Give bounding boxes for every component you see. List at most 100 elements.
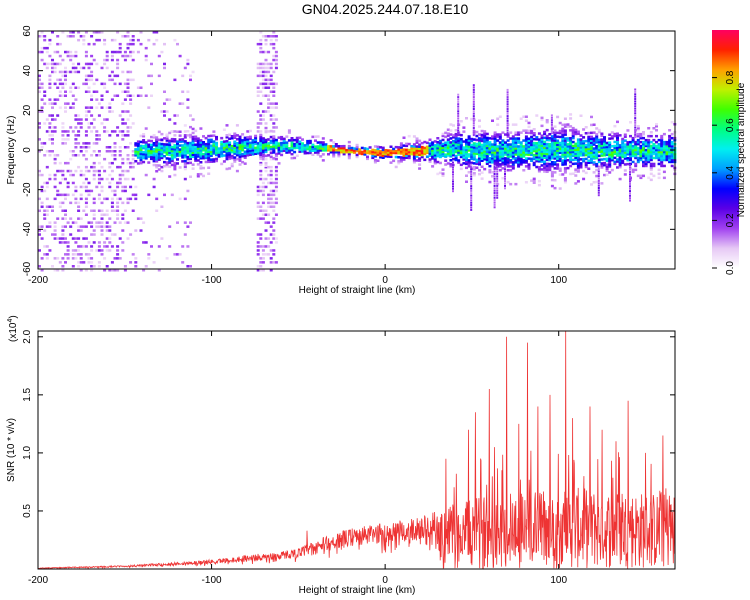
- spectrogram-cell: [274, 181, 278, 185]
- spectrogram-cell: [84, 225, 88, 228]
- spectrogram-cell: [592, 149, 596, 152]
- spectrogram-cell: [191, 163, 195, 166]
- spectrogram-cell: [131, 94, 135, 97]
- spectrogram-cell: [493, 206, 496, 209]
- spectrogram-cell: [95, 78, 99, 82]
- spectrogram-cell: [170, 153, 174, 157]
- spectrogram-cell: [256, 205, 260, 208]
- spectrogram-cell: [129, 70, 133, 74]
- spectrogram-cell: [71, 193, 75, 197]
- spectrogram-cell: [316, 151, 320, 154]
- spectrogram-cell: [196, 147, 200, 150]
- spectrogram-cell: [110, 58, 114, 62]
- spectrogram-cell: [183, 124, 187, 127]
- spectrogram-cell: [347, 146, 351, 150]
- snr-y-tick-label: 2.0: [22, 329, 33, 343]
- spectrogram-cell: [563, 141, 567, 144]
- spectrogram-cell: [446, 134, 450, 137]
- spectrogram-cell: [308, 145, 312, 149]
- spectrogram-cell: [371, 154, 375, 158]
- spectrogram-cell: [329, 151, 333, 154]
- spectrogram-cell: [51, 106, 54, 109]
- spectrogram-cell: [274, 213, 278, 216]
- spectrogram-cell: [92, 165, 96, 169]
- spectrogram-cell: [590, 161, 593, 164]
- spectrogram-cell: [662, 148, 666, 152]
- spectrogram-x-ticks: -200 -100 0 100: [28, 31, 567, 286]
- spectrogram-cell: [545, 120, 549, 124]
- spectrogram-cell: [108, 106, 112, 109]
- spectrogram-cell: [571, 158, 575, 162]
- spectrogram-cell: [639, 156, 643, 160]
- spectrogram-cell: [170, 193, 174, 197]
- spectrogram-cell: [634, 140, 638, 144]
- spectrogram-cell: [222, 146, 226, 149]
- spectrogram-cell: [123, 265, 127, 268]
- spectrogram-cell: [186, 147, 190, 151]
- spectrogram-cell: [576, 130, 580, 133]
- spectrogram-cell: [441, 168, 445, 171]
- spectrogram-cell: [90, 209, 94, 212]
- spectrogram-cell: [160, 156, 164, 160]
- spectrogram-cell: [454, 148, 458, 152]
- spectrogram-cell: [181, 140, 185, 143]
- spectrogram-cell: [366, 157, 369, 161]
- spectrogram-cell: [150, 151, 153, 155]
- spectrogram-cell: [280, 135, 284, 139]
- spectrogram-cell: [173, 161, 177, 165]
- spectrogram-cell: [282, 137, 286, 141]
- spectrogram-cell: [576, 132, 580, 135]
- spectrogram-cell: [517, 159, 521, 162]
- spectrogram-cell: [269, 269, 273, 272]
- spectrogram-cell: [537, 144, 541, 147]
- spectrogram-cell: [501, 161, 505, 164]
- spectrogram-cell: [600, 162, 604, 165]
- spectrogram-cell: [517, 165, 521, 168]
- spectrogram-cell: [272, 139, 276, 142]
- spectrogram-cell: [545, 162, 549, 166]
- spectrogram-cell: [629, 192, 631, 195]
- spectrogram-cell: [647, 140, 651, 144]
- spectrogram-cell: [550, 137, 554, 140]
- spectrogram-cell: [337, 149, 341, 152]
- spectrogram-cell: [543, 148, 547, 151]
- spectrogram-cell: [183, 161, 187, 165]
- spectrogram-cell: [563, 117, 567, 120]
- spectrogram-cell: [657, 156, 661, 160]
- spectrogram-cell: [113, 150, 117, 153]
- spectrogram-cell: [79, 253, 83, 256]
- spectrogram-cell: [600, 146, 604, 149]
- spectrogram-cell: [123, 122, 127, 125]
- spectrogram-cell: [522, 159, 526, 162]
- spectrogram-cell: [183, 221, 187, 224]
- spectrogram-cell: [597, 150, 601, 154]
- spectrogram-cell: [441, 174, 445, 177]
- spectrogram-cell: [470, 139, 474, 143]
- spectrogram-cell: [332, 149, 336, 152]
- spectrogram-cell: [561, 137, 565, 140]
- spectrogram-cell: [634, 154, 638, 158]
- spectrogram-cell: [246, 130, 250, 133]
- spectrogram-cell: [647, 127, 651, 130]
- spectrogram-cell: [147, 106, 151, 109]
- spectrogram-cell: [113, 221, 117, 224]
- spectrogram-cell: [610, 149, 614, 152]
- spectrogram-cell: [261, 86, 265, 89]
- spectrogram-cell: [77, 245, 81, 248]
- spectrogram-cell: [550, 149, 554, 152]
- spectrogram-cell: [420, 151, 424, 155]
- spectrogram-cell: [480, 129, 484, 133]
- spectrogram-cell: [58, 241, 62, 244]
- spectrogram-cell: [92, 209, 96, 212]
- spectrogram-cell: [113, 142, 117, 145]
- spectrogram-cell: [306, 151, 310, 155]
- spectrogram-cell: [629, 197, 631, 200]
- snr-y-tick-label: 1.0: [22, 446, 33, 460]
- spectrogram-cell: [71, 181, 75, 185]
- spectrogram-cell: [511, 145, 515, 148]
- spectrogram-cell: [58, 82, 62, 86]
- spectrogram-cell: [155, 209, 159, 212]
- spectrogram-cell: [449, 145, 453, 148]
- spectrogram-cell: [202, 174, 205, 178]
- spectrogram-cell: [56, 35, 60, 38]
